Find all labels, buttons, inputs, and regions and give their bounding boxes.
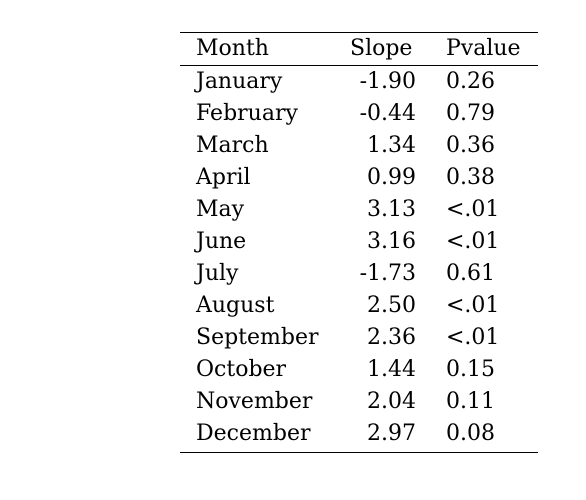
- cell-month: July: [196, 261, 239, 286]
- cell-pvalue: 0.08: [446, 421, 495, 446]
- header-row: Month Slope Pvalue: [180, 33, 538, 66]
- cell-pvalue: 0.79: [446, 101, 495, 126]
- cell-month: June: [196, 229, 247, 254]
- results-table: Month Slope Pvalue January -1.90 0.26 Fe…: [180, 32, 538, 453]
- table-body: January -1.90 0.26 February -0.44 0.79 M…: [180, 65, 538, 451]
- table-row: June 3.16 <.01: [180, 226, 538, 258]
- cell-slope: 2.04: [367, 389, 416, 414]
- cell-slope: 3.16: [367, 229, 416, 254]
- cell-pvalue: 0.61: [446, 261, 495, 286]
- cell-month: April: [196, 165, 251, 190]
- cell-pvalue: 0.11: [446, 389, 495, 414]
- table-row: May 3.13 <.01: [180, 194, 538, 226]
- cell-pvalue: 0.36: [446, 133, 495, 158]
- cell-slope: 2.97: [367, 421, 416, 446]
- table-row: April 0.99 0.38: [180, 162, 538, 194]
- cell-pvalue: 0.26: [446, 69, 495, 94]
- slope-pvalue-table: Month Slope Pvalue January -1.90 0.26 Fe…: [180, 33, 538, 450]
- cell-month: March: [196, 133, 269, 158]
- cell-slope: -1.90: [359, 69, 416, 94]
- header-month: Month: [196, 36, 269, 61]
- table-row: November 2.04 0.11: [180, 386, 538, 418]
- cell-slope: -0.44: [359, 101, 416, 126]
- cell-month: November: [196, 389, 313, 414]
- cell-month: September: [196, 325, 319, 350]
- cell-slope: 2.50: [367, 293, 416, 318]
- cell-slope: 3.13: [367, 197, 416, 222]
- cell-month: February: [196, 101, 298, 126]
- cell-pvalue: <.01: [446, 325, 500, 350]
- table-row: September 2.36 <.01: [180, 322, 538, 354]
- table-row: August 2.50 <.01: [180, 290, 538, 322]
- table-row: July -1.73 0.61: [180, 258, 538, 290]
- cell-slope: -1.73: [359, 261, 416, 286]
- cell-month: January: [196, 69, 283, 94]
- header-pvalue: Pvalue: [446, 36, 521, 61]
- table-row: March 1.34 0.36: [180, 130, 538, 162]
- cell-slope: 1.34: [367, 133, 416, 158]
- cell-pvalue: <.01: [446, 229, 500, 254]
- cell-month: October: [196, 357, 287, 382]
- top-rule: [180, 32, 538, 33]
- header-slope: Slope: [350, 36, 413, 61]
- cell-pvalue: 0.38: [446, 165, 495, 190]
- cell-month: August: [196, 293, 275, 318]
- table-row: February -0.44 0.79: [180, 98, 538, 130]
- cell-slope: 0.99: [367, 165, 416, 190]
- table-row: January -1.90 0.26: [180, 66, 538, 98]
- cell-slope: 2.36: [367, 325, 416, 350]
- cell-month: December: [196, 421, 311, 446]
- cell-pvalue: <.01: [446, 293, 500, 318]
- cell-pvalue: 0.15: [446, 357, 495, 382]
- cell-month: May: [196, 197, 245, 222]
- table-row: October 1.44 0.15: [180, 354, 538, 386]
- table-row: December 2.97 0.08: [180, 418, 538, 450]
- cell-pvalue: <.01: [446, 197, 500, 222]
- bottom-rule: [180, 452, 538, 453]
- cell-slope: 1.44: [367, 357, 416, 382]
